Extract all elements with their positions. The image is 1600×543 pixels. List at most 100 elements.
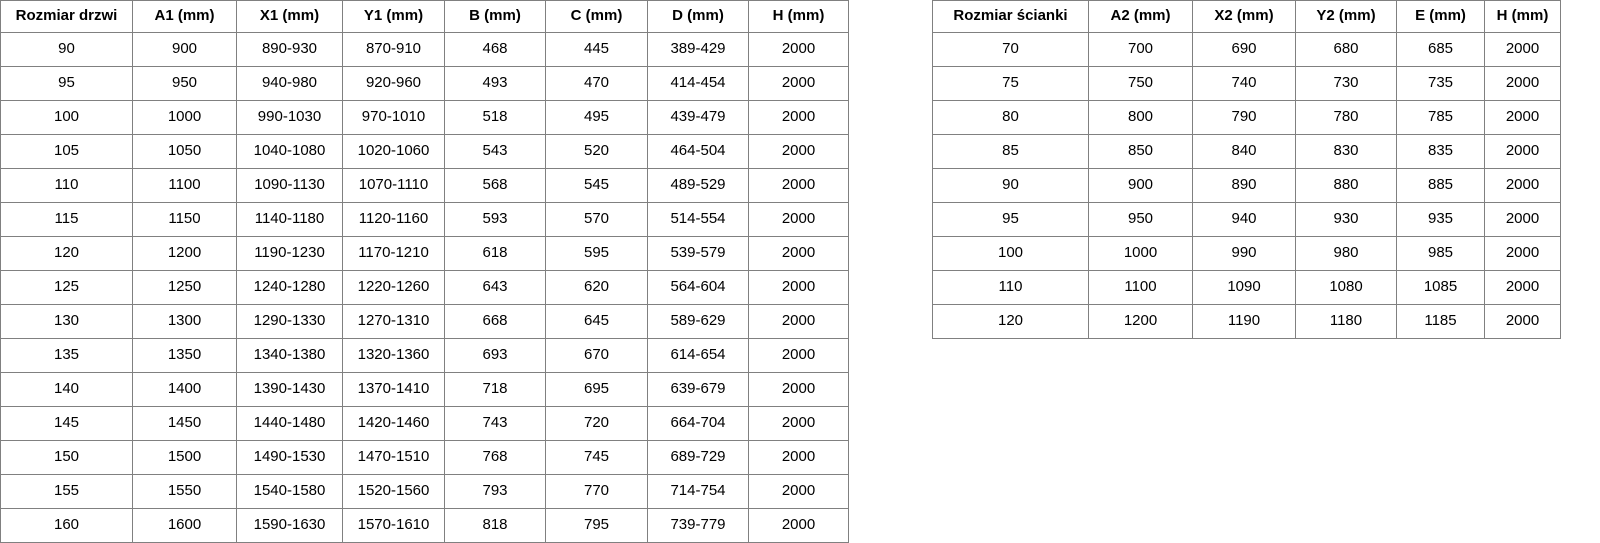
table-cell: 518 (444, 100, 546, 135)
table-cell: 1370-1410 (342, 372, 445, 407)
table-cell: 1020-1060 (342, 134, 445, 169)
table-cell: 1490-1530 (236, 440, 343, 475)
table-cell: 735 (1396, 66, 1485, 101)
column-header: B (mm) (444, 0, 546, 33)
table-cell: 2000 (1484, 202, 1561, 237)
table-cell: 768 (444, 440, 546, 475)
row-size-cell: 95 (932, 202, 1089, 237)
wall-table-header: Rozmiar ścianki A2 (mm) X2 (mm) Y2 (mm) E (m… (932, 0, 1561, 33)
table-cell: 389-429 (647, 32, 749, 67)
table-row: 155 1550 1540-1580 1520-1560 793 770 714-754 20… (0, 474, 849, 509)
table-cell: 495 (545, 100, 648, 135)
row-size-cell: 140 (0, 372, 133, 407)
table-cell: 614-654 (647, 338, 749, 373)
table-cell: 730 (1295, 66, 1397, 101)
table-cell: 685 (1396, 32, 1485, 67)
table-cell: 985 (1396, 236, 1485, 271)
row-size-cell: 150 (0, 440, 133, 475)
table-cell: 750 (1088, 66, 1193, 101)
column-header: Rozmiar drzwi (0, 0, 133, 33)
table-cell: 1240-1280 (236, 270, 343, 305)
table-row: 110 1100 1090-1130 1070-1110 568 545 489-529 20… (0, 168, 849, 203)
table-cell: 2000 (748, 406, 849, 441)
table-cell: 2000 (748, 304, 849, 339)
table-cell: 745 (545, 440, 648, 475)
row-size-cell: 95 (0, 66, 133, 101)
table-cell: 1440-1480 (236, 406, 343, 441)
row-size-cell: 115 (0, 202, 133, 237)
table-cell: 2000 (1484, 236, 1561, 271)
table-cell: 743 (444, 406, 546, 441)
table-cell: 920-960 (342, 66, 445, 101)
table-cell: 2000 (748, 66, 849, 101)
column-header: H (mm) (748, 0, 849, 33)
table-cell: 2000 (1484, 66, 1561, 101)
table-cell: 1190 (1192, 304, 1296, 339)
table-row: 75 750 740 730 735 2000 (932, 66, 1561, 101)
table-cell: 593 (444, 202, 546, 237)
row-size-cell: 155 (0, 474, 133, 509)
table-row: 140 1400 1390-1430 1370-1410 718 695 639-679 20… (0, 372, 849, 407)
table-cell: 2000 (1484, 100, 1561, 135)
table-row: 95 950 940-980 920-960 493 470 414-454 2000 (0, 66, 849, 101)
table-cell: 489-529 (647, 168, 749, 203)
table-cell: 595 (545, 236, 648, 271)
row-size-cell: 120 (932, 304, 1089, 339)
row-size-cell: 100 (0, 100, 133, 135)
table-cell: 1170-1210 (342, 236, 445, 271)
table-cell: 570 (545, 202, 648, 237)
column-header: Rozmiar ścianki (932, 0, 1089, 33)
door-size-dimensions-table: Rozmiar drzwi A1 (mm) X1 (mm) Y1 (mm) B (mm)… (0, 0, 849, 543)
table-cell: 680 (1295, 32, 1397, 67)
table-cell: 645 (545, 304, 648, 339)
table-row: 115 1150 1140-1180 1120-1160 593 570 514-554 20… (0, 202, 849, 237)
door-table-body: 90 900 890-930 870-910 468 445 389-429 2000 95 95… (0, 32, 849, 543)
table-cell: 1420-1460 (342, 406, 445, 441)
table-cell: 545 (545, 168, 648, 203)
table-cell: 1000 (132, 100, 237, 135)
table-cell: 2000 (748, 168, 849, 203)
table-cell: 2000 (748, 32, 849, 67)
row-size-cell: 90 (932, 168, 1089, 203)
table-cell: 2000 (748, 202, 849, 237)
table-cell: 493 (444, 66, 546, 101)
column-header: Y2 (mm) (1295, 0, 1397, 33)
table-cell: 2000 (748, 270, 849, 305)
row-size-cell: 75 (932, 66, 1089, 101)
column-header: A1 (mm) (132, 0, 237, 33)
table-cell: 890-930 (236, 32, 343, 67)
table-cell: 950 (1088, 202, 1193, 237)
table-cell: 2000 (1484, 32, 1561, 67)
table-cell: 714-754 (647, 474, 749, 509)
table-cell: 1090-1130 (236, 168, 343, 203)
table-row: 95 950 940 930 935 2000 (932, 202, 1561, 237)
table-cell: 830 (1295, 134, 1397, 169)
table-cell: 840 (1192, 134, 1296, 169)
table-cell: 720 (545, 406, 648, 441)
table-cell: 790 (1192, 100, 1296, 135)
table-header-row: Rozmiar ścianki A2 (mm) X2 (mm) Y2 (mm) E (m… (932, 0, 1561, 33)
column-header: D (mm) (647, 0, 749, 33)
table-cell: 2000 (748, 440, 849, 475)
row-size-cell: 100 (932, 236, 1089, 271)
table-cell: 564-604 (647, 270, 749, 305)
table-cell: 1520-1560 (342, 474, 445, 509)
table-cell: 900 (132, 32, 237, 67)
row-size-cell: 90 (0, 32, 133, 67)
table-cell: 785 (1396, 100, 1485, 135)
table-row: 110 1100 1090 1080 1085 2000 (932, 270, 1561, 305)
table-cell: 1000 (1088, 236, 1193, 271)
table-cell: 690 (1192, 32, 1296, 67)
table-cell: 1150 (132, 202, 237, 237)
row-size-cell: 120 (0, 236, 133, 271)
table-cell: 1220-1260 (342, 270, 445, 305)
table-cell: 990 (1192, 236, 1296, 271)
column-header: X2 (mm) (1192, 0, 1296, 33)
table-cell: 950 (132, 66, 237, 101)
column-header: A2 (mm) (1088, 0, 1193, 33)
table-cell: 1500 (132, 440, 237, 475)
table-cell: 639-679 (647, 372, 749, 407)
table-cell: 643 (444, 270, 546, 305)
table-cell: 935 (1396, 202, 1485, 237)
table-row: 125 1250 1240-1280 1220-1260 643 620 564-604 20… (0, 270, 849, 305)
